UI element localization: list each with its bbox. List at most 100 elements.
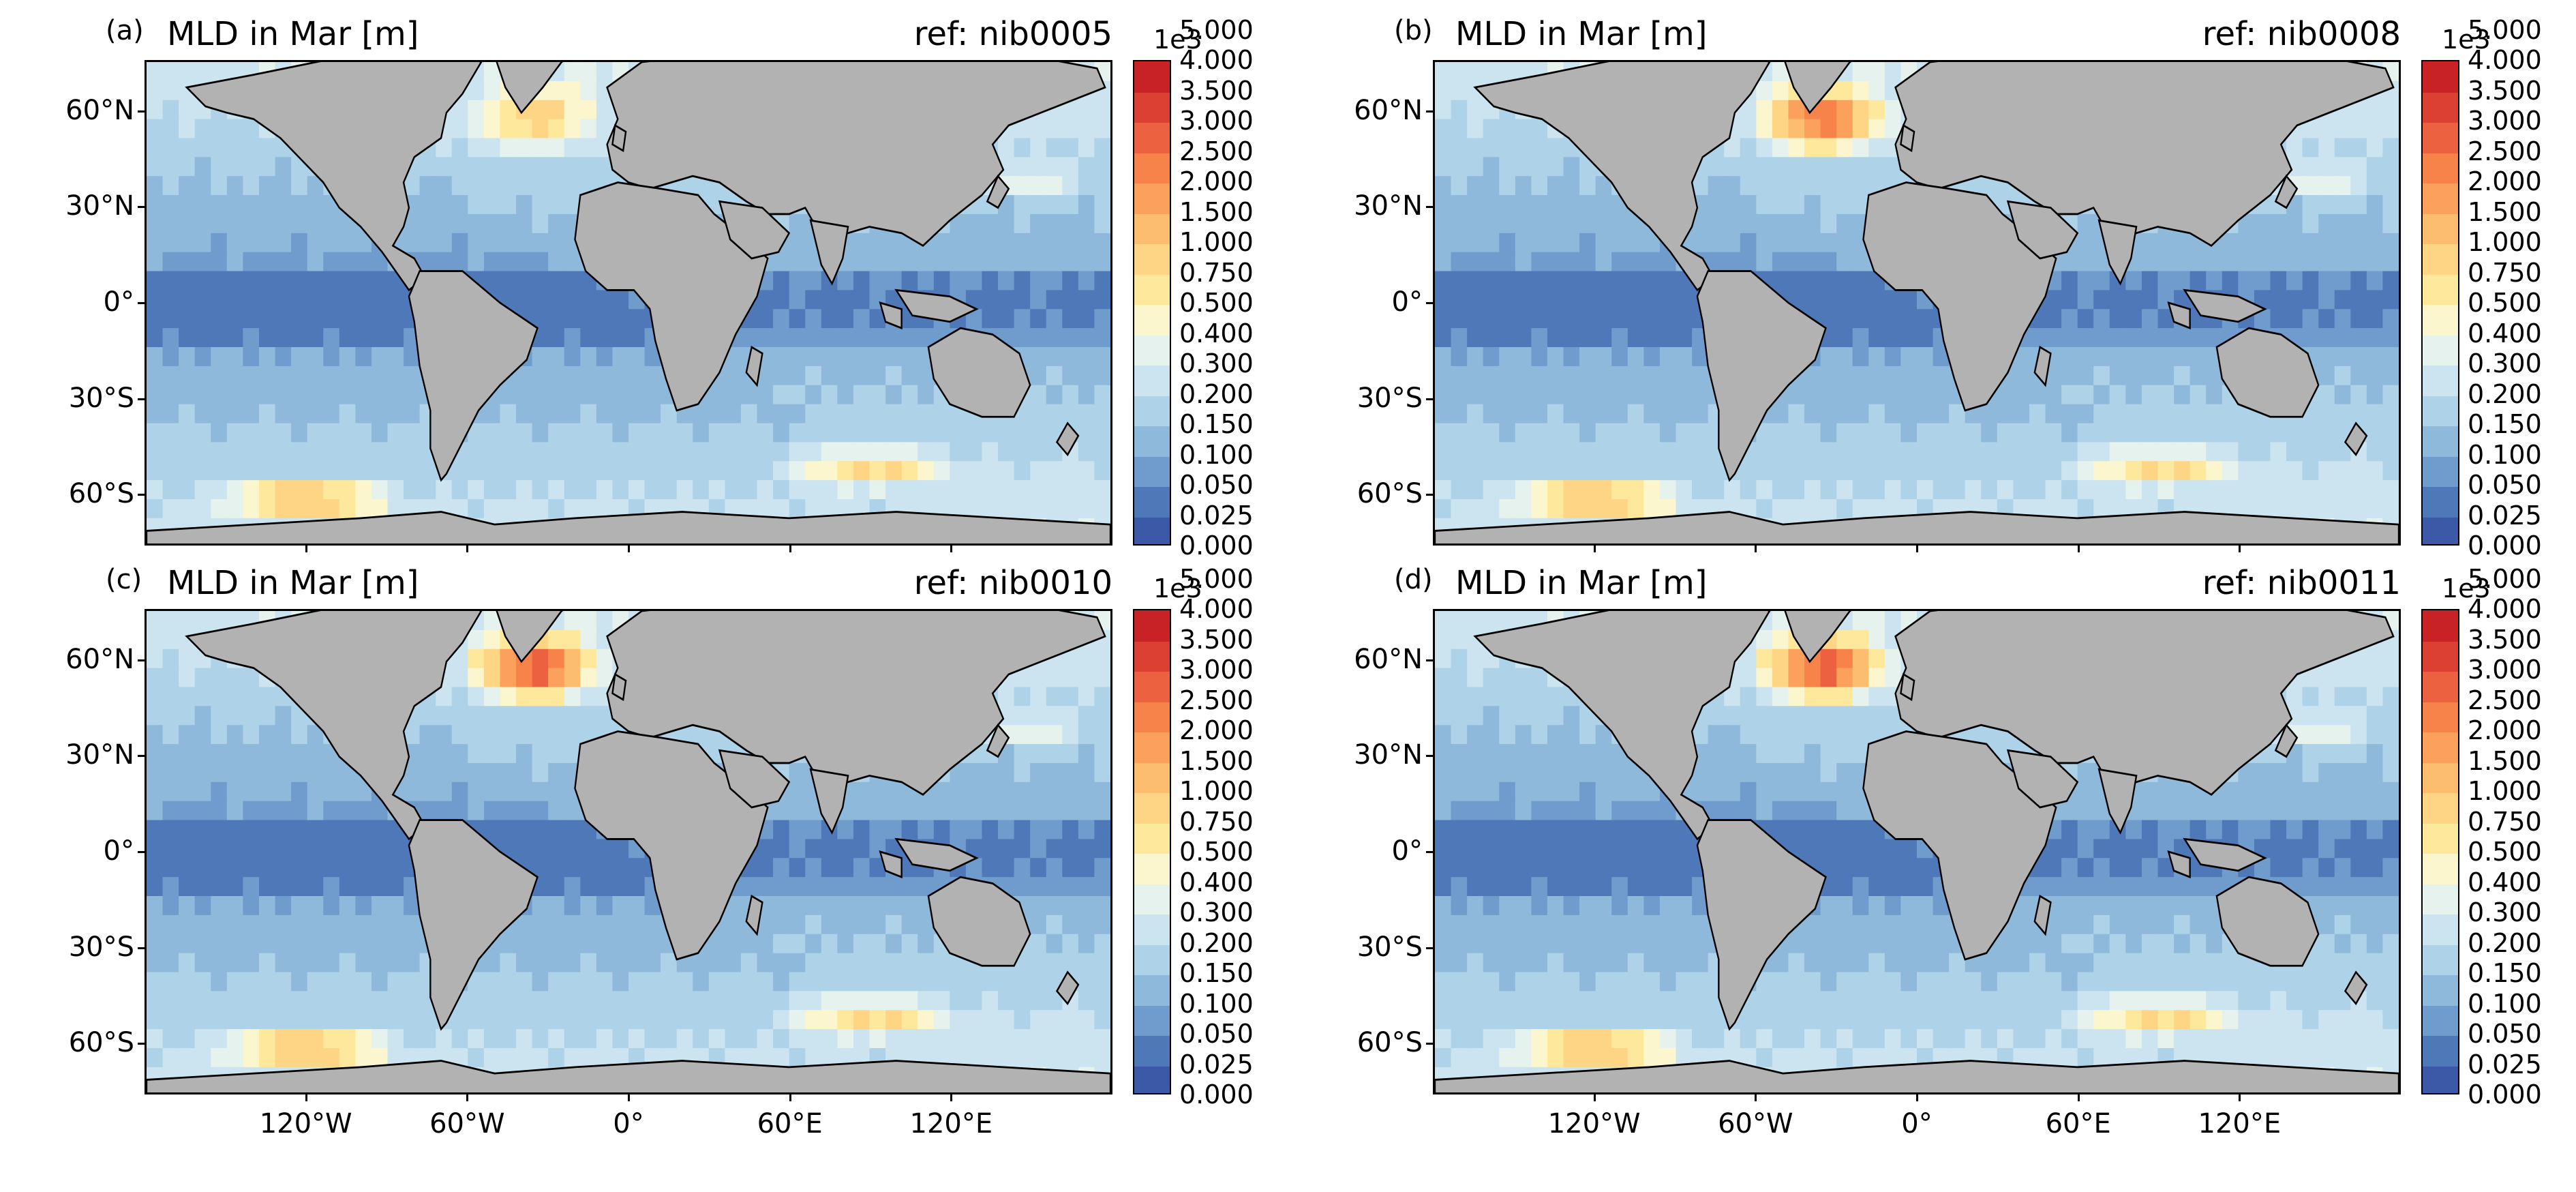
mld-cell — [291, 1047, 308, 1069]
mld-cell — [998, 972, 1015, 992]
mld-cell — [548, 972, 565, 992]
mld-cell — [483, 687, 501, 707]
mld-cell — [2222, 271, 2239, 291]
mld-cell — [2061, 309, 2078, 329]
mld-cell — [740, 934, 758, 955]
mld-cell — [1435, 195, 1452, 215]
mld-cell — [1917, 309, 1934, 329]
mld-cell — [1435, 62, 1452, 83]
mld-cell — [628, 404, 646, 424]
mld-cell — [243, 404, 260, 424]
mld-cell — [1046, 801, 1063, 821]
mld-cell — [612, 953, 630, 973]
mld-cell — [580, 328, 598, 348]
mld-cell — [468, 1047, 485, 1069]
mld-cell — [2382, 290, 2399, 310]
mld-cell — [1547, 423, 1564, 443]
mld-cell — [179, 195, 196, 215]
mld-cell — [211, 347, 228, 368]
mld-cell — [805, 442, 822, 462]
mld-cell — [1804, 423, 1821, 443]
mld-cell — [661, 461, 678, 481]
mld-cell — [933, 442, 951, 462]
mld-cell — [1435, 157, 1452, 177]
mld-cell — [1579, 461, 1596, 481]
mld-cell — [837, 404, 855, 424]
mld-cell — [1094, 801, 1110, 821]
mld-cell — [1094, 953, 1110, 973]
panel-title: MLD in Mar [m] — [167, 564, 419, 602]
mld-cell — [2382, 271, 2399, 291]
colorbar-tick-label: 0.000 — [1179, 1079, 1254, 1109]
mld-cell — [243, 762, 260, 784]
mld-cell — [757, 839, 774, 859]
mld-cell — [258, 858, 276, 878]
mld-cell — [998, 991, 1015, 1011]
mld-cell — [965, 480, 983, 501]
mld-cell — [1062, 668, 1080, 688]
mld-cell — [1820, 157, 1838, 177]
mld-cell — [901, 801, 919, 821]
mld-cell — [1756, 176, 1774, 196]
mld-cell — [693, 1010, 710, 1030]
mld-cell — [1627, 461, 1645, 481]
mld-cell — [226, 442, 244, 462]
mld-cell — [532, 366, 549, 387]
mld-cell — [1917, 461, 1934, 481]
mld-cell — [162, 706, 180, 726]
mld-cell — [1515, 366, 1532, 387]
mld-cell — [179, 934, 196, 955]
mld-cell — [339, 1047, 357, 1069]
mld-cell — [2350, 366, 2368, 387]
mld-cell — [258, 934, 276, 955]
mld-cell — [885, 442, 903, 462]
mld-cell — [1499, 195, 1517, 215]
mld-cell — [1467, 62, 1484, 83]
mld-cell — [1030, 119, 1047, 139]
colorbar-segment — [1134, 671, 1170, 702]
mld-cell — [773, 442, 790, 462]
mld-cell — [869, 820, 887, 840]
mld-cell — [1997, 423, 2014, 443]
mld-cell — [243, 195, 260, 215]
mld-cell — [853, 781, 870, 803]
mld-cell — [1884, 347, 1902, 368]
mld-cell — [982, 271, 999, 291]
mld-cell — [853, 820, 870, 840]
mld-cell — [1788, 138, 1806, 158]
mld-cell — [1900, 442, 1918, 462]
mld-cell — [194, 157, 212, 177]
mld-cell — [596, 461, 613, 481]
mld-cell — [548, 385, 565, 406]
mld-cell — [2302, 213, 2320, 235]
mld-cell — [1030, 461, 1047, 481]
mld-cell — [950, 801, 967, 821]
mld-cell — [483, 233, 501, 254]
mld-cell — [275, 706, 292, 726]
mld-cell — [1804, 480, 1821, 501]
mld-cell — [275, 195, 292, 215]
mld-cell — [596, 290, 613, 310]
mld-cell — [2077, 213, 2095, 235]
mld-cell — [2093, 271, 2110, 291]
mld-cell — [644, 385, 662, 406]
mld-cell — [580, 309, 598, 329]
mld-cell — [275, 309, 292, 329]
mld-cell — [869, 914, 887, 936]
mld-cell — [1740, 213, 1757, 235]
mld-cell — [1643, 423, 1661, 443]
mld-cell — [258, 138, 276, 158]
mld-cell — [1014, 271, 1031, 291]
mld-cell — [982, 781, 999, 803]
mld-cell — [1868, 347, 1886, 368]
mld-cell — [1046, 157, 1063, 177]
mld-cell — [1949, 461, 1966, 481]
mld-cell — [1547, 176, 1564, 196]
mld-cell — [805, 309, 822, 329]
mld-cell — [773, 801, 790, 821]
mld-cell — [162, 611, 180, 631]
mld-cell — [1483, 328, 1500, 348]
mld-cell — [2077, 461, 2095, 481]
mld-cell — [307, 801, 324, 821]
mld-cell — [1030, 858, 1047, 878]
